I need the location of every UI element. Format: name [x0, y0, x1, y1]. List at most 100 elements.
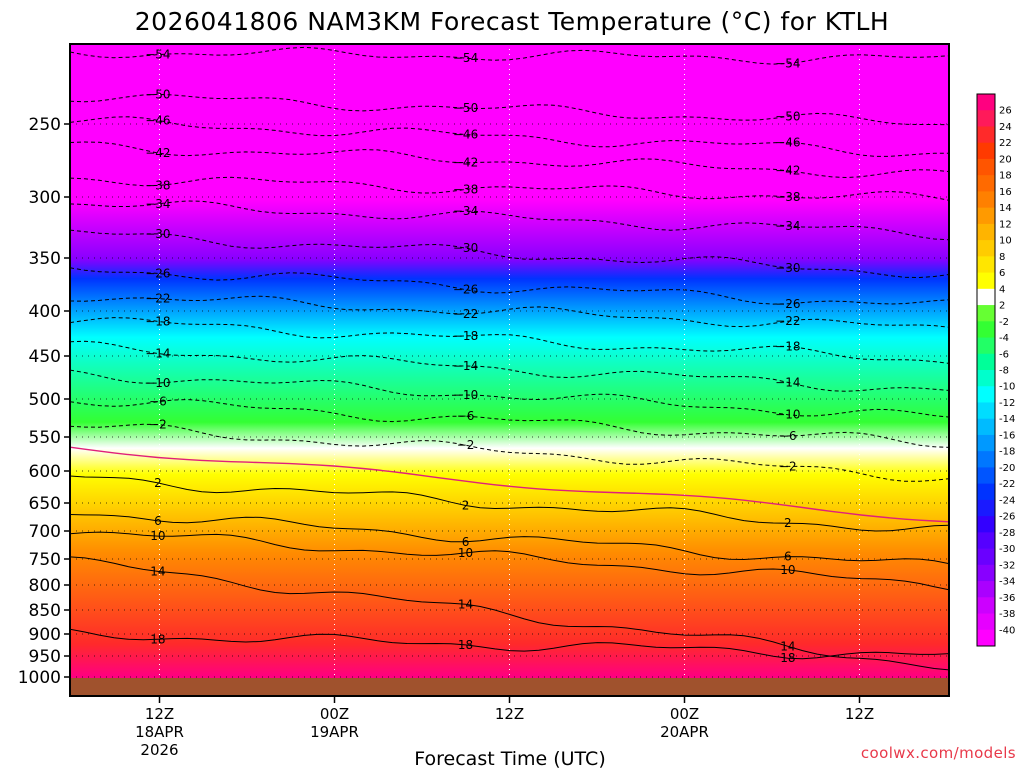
isotherm-label-6-0: 6 [154, 514, 162, 528]
x-tick-label-30: 12Z [495, 705, 524, 723]
isotherm-line--6 [70, 399, 949, 448]
colorbar-swatch-23 [977, 467, 995, 485]
isotherm-label--30-2: −30 [775, 261, 800, 275]
y-tick-label-800: 800 [29, 576, 61, 596]
isotherm-label--18-2: −18 [775, 339, 800, 353]
isotherm-label--18-1: −18 [453, 329, 478, 343]
isotherm-label-18-2: 18 [780, 651, 795, 665]
isotherm-label-18-1: 18 [458, 638, 473, 652]
isotherm-label--38-1: −38 [453, 182, 478, 196]
colorbar-swatch-14 [977, 321, 995, 339]
colorbar-swatch-29 [977, 564, 995, 582]
isotherm-line--26 [70, 267, 949, 305]
y-tick-label-650: 650 [29, 494, 61, 514]
isotherm-label--2-0: −2 [149, 418, 167, 432]
colorbar-swatch-32 [977, 613, 995, 631]
isotherm-label--6-2: −6 [779, 429, 797, 443]
isotherm-label--10-2: −10 [775, 408, 800, 422]
isotherm-label--46-0: −46 [145, 113, 170, 127]
colorbar-swatch-1 [977, 110, 995, 127]
isotherm-line--38 [70, 176, 949, 201]
colorbar-label-13: -2 [999, 317, 1009, 328]
isotherm-line--18 [70, 317, 949, 364]
isotherm-label-2-1: 2 [462, 499, 470, 513]
isotherm-label--50-1: −50 [453, 101, 478, 115]
colorbar-label-0: 26 [999, 106, 1012, 117]
colorbar-label-7: 12 [999, 219, 1012, 230]
isotherm-line--22 [70, 295, 949, 328]
x-tick-label-54: 12Z [845, 705, 874, 723]
isotherm-label--42-2: −42 [775, 164, 800, 178]
y-tick-label-400: 400 [29, 302, 61, 322]
colorbar-label-23: -22 [999, 479, 1015, 490]
colorbar-swatch-6 [977, 191, 995, 209]
isotherm-label-10-0: 10 [150, 529, 165, 543]
colorbar-swatch-9 [977, 240, 995, 257]
colorbar-label-31: -38 [999, 609, 1015, 620]
colorbar-swatch-20 [977, 418, 995, 436]
isotherm-label--54-2: −54 [775, 56, 800, 70]
colorbar-label-3: 20 [999, 154, 1012, 165]
colorbar-label-12: 2 [999, 301, 1005, 312]
colorbar-swatch-22 [977, 451, 995, 468]
colorbar-label-21: -18 [999, 447, 1015, 458]
colorbar-swatch-5 [977, 175, 995, 192]
colorbar-label-25: -26 [999, 512, 1015, 523]
y-tick-label-750: 750 [29, 550, 61, 570]
isotherm-label--14-1: −14 [453, 359, 478, 373]
colorbar-swatch-33 [977, 629, 995, 647]
x-tick-year-6: 2026 [140, 741, 178, 759]
grid [70, 44, 949, 696]
y-tick-label-950: 950 [29, 647, 61, 667]
colorbar-swatch-7 [977, 207, 995, 225]
colorbar-label-26: -28 [999, 528, 1015, 539]
colorbar-label-19: -14 [999, 414, 1015, 425]
colorbar-swatch-8 [977, 223, 995, 241]
colorbar-swatch-18 [977, 386, 995, 403]
y-tick-label-700: 700 [29, 522, 61, 542]
isotherm-label--30-1: −30 [453, 241, 478, 255]
colorbar-swatch-31 [977, 597, 995, 615]
y-tick-label-450: 450 [29, 347, 61, 367]
colorbar-swatch-4 [977, 158, 995, 176]
colorbar-label-8: 10 [999, 236, 1012, 247]
y-tick-label-1000: 1000 [18, 668, 61, 688]
isotherm-label--2-2: −2 [779, 459, 797, 473]
isotherm-label-14-0: 14 [150, 564, 165, 578]
colorbar-label-14: -4 [999, 333, 1009, 344]
colorbar-label-1: 24 [999, 122, 1012, 133]
x-tick-date-6: 18APR [135, 723, 184, 741]
isotherm-label--54-1: −54 [453, 51, 478, 65]
isotherm-line--2 [70, 423, 949, 482]
isotherm-line--54 [70, 46, 949, 65]
isotherm-label--10-0: −10 [145, 376, 170, 390]
colorbar-swatch-10 [977, 256, 995, 274]
y-tick-label-500: 500 [29, 390, 61, 410]
isotherm-label-2-2: 2 [784, 516, 792, 530]
isotherm-label--2-1: −2 [457, 438, 475, 452]
isotherm-label--46-1: −46 [453, 128, 478, 142]
isotherm-label-6-2: 6 [784, 550, 792, 564]
y-tick-label-850: 850 [29, 601, 61, 621]
isotherm-label--38-2: −38 [775, 190, 800, 204]
colorbar-swatch-13 [977, 305, 995, 322]
colorbar-swatch-16 [977, 353, 995, 371]
isotherm-label--34-1: −34 [453, 204, 478, 218]
colorbar-label-15: -6 [999, 349, 1009, 360]
isotherm-line-18 [70, 628, 949, 660]
colorbar-frame [976, 93, 996, 647]
colorbar-swatch-21 [977, 434, 995, 452]
isotherm-label-18-0: 18 [150, 632, 165, 646]
isotherm-label-10-2: 10 [780, 563, 795, 577]
colorbar-swatch-26 [977, 516, 995, 533]
colorbar-label-5: 16 [999, 187, 1012, 198]
colorbar-label-29: -34 [999, 577, 1015, 588]
isotherm-label--34-2: −34 [775, 219, 800, 233]
y-tick-label-250: 250 [29, 115, 61, 135]
isotherm-label--42-1: −42 [453, 156, 478, 170]
colorbar-label-22: -20 [999, 463, 1015, 474]
colorbar-swatch-3 [977, 142, 995, 160]
colorbar-swatch-24 [977, 483, 995, 501]
